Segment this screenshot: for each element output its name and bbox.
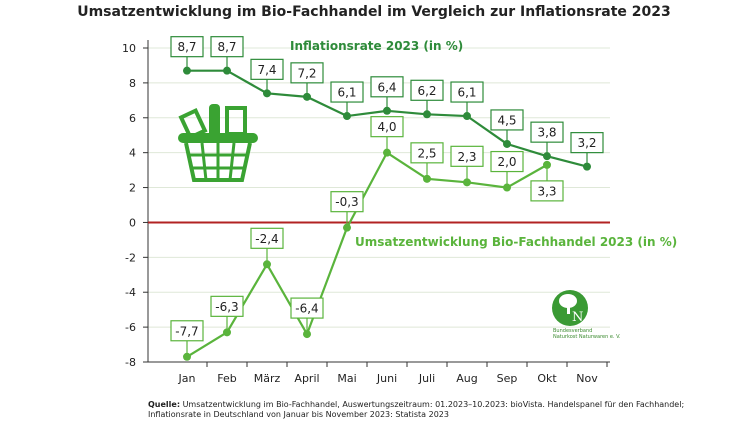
data-point — [463, 112, 471, 121]
data-label-box — [410, 142, 444, 164]
data-label-box — [250, 227, 284, 249]
data-label-box — [210, 36, 244, 58]
data-point — [503, 139, 511, 148]
data-label: 3,3 — [537, 184, 556, 198]
data-point — [423, 110, 431, 119]
data-label-box — [370, 76, 404, 98]
y-tick-label: 0 — [129, 216, 136, 229]
tree-n-logo-icon: N — [552, 290, 588, 326]
data-point — [183, 352, 191, 361]
data-label-box — [330, 81, 364, 103]
data-point — [383, 106, 391, 115]
y-tick-label: -4 — [125, 286, 136, 299]
chart-title: Umsatzentwicklung im Bio-Fachhandel im V… — [77, 4, 671, 20]
x-tick-label: Mai — [337, 372, 356, 385]
data-label: 6,1 — [457, 86, 476, 100]
data-label: 4,5 — [497, 113, 516, 127]
data-point — [303, 330, 311, 339]
data-point — [263, 89, 271, 98]
data-label: -0,3 — [335, 195, 358, 209]
y-tick-label: 8 — [129, 77, 136, 90]
x-tick-label: Feb — [217, 372, 236, 385]
data-label-box — [290, 62, 324, 84]
data-label-box — [530, 180, 564, 202]
data-point — [423, 174, 431, 183]
data-label: -2,4 — [255, 232, 278, 246]
x-tick-label: Aug — [456, 372, 477, 385]
data-label-box — [170, 36, 204, 58]
data-label: 6,4 — [377, 80, 396, 94]
x-tick-label: Okt — [537, 372, 557, 385]
data-point — [543, 160, 551, 169]
x-tick-label: Juni — [376, 372, 397, 385]
x-tick-label: Jan — [178, 372, 196, 385]
data-label: 7,4 — [257, 63, 276, 77]
data-label: 2,3 — [457, 150, 476, 164]
y-tick-label: 6 — [129, 112, 136, 125]
data-label: 2,5 — [417, 146, 436, 160]
data-point — [223, 328, 231, 337]
y-tick-label: -2 — [125, 251, 136, 264]
data-label: 8,7 — [217, 40, 236, 54]
data-label-box — [170, 320, 204, 342]
data-point — [263, 260, 271, 269]
data-point — [183, 66, 191, 75]
legend-inflation: Inflationsrate 2023 (in %) — [290, 39, 463, 53]
svg-text:N: N — [572, 310, 583, 325]
x-tick-label: Nov — [576, 372, 598, 385]
data-label-box — [210, 295, 244, 317]
data-point — [583, 162, 591, 171]
x-tick-label: Sep — [497, 372, 518, 385]
data-label: 8,7 — [177, 40, 196, 54]
data-label-box — [450, 145, 484, 167]
data-label-box — [370, 116, 404, 138]
data-label: -7,7 — [175, 324, 198, 338]
data-point — [543, 152, 551, 161]
data-point — [343, 223, 351, 232]
data-point — [303, 92, 311, 101]
legend-bio: Umsatzentwicklung Bio-Fachhandel 2023 (i… — [355, 235, 677, 249]
data-label-box — [530, 121, 564, 143]
x-tick-label: März — [254, 372, 281, 385]
data-label: 3,2 — [577, 136, 596, 150]
logo-text: Bundesverband Naturkost Naturwaren e. V. — [553, 328, 621, 340]
data-label: 4,0 — [377, 120, 396, 134]
data-point — [383, 148, 391, 157]
data-point — [503, 183, 511, 192]
data-label-box — [450, 81, 484, 103]
data-label: 6,2 — [417, 84, 436, 98]
data-label: 6,1 — [337, 86, 356, 100]
data-label-box — [490, 109, 524, 131]
data-label-box — [410, 79, 444, 101]
series-line-1 — [186, 151, 548, 358]
y-tick-label: 10 — [122, 42, 136, 55]
data-label-box — [570, 132, 604, 154]
data-label-box — [250, 58, 284, 80]
data-label-box — [490, 150, 524, 173]
y-tick-label: -6 — [125, 321, 136, 334]
y-tick-label: 2 — [129, 182, 136, 195]
data-point — [343, 112, 351, 121]
shopping-basket-icon — [178, 104, 258, 182]
data-label: 7,2 — [297, 66, 316, 80]
data-point — [223, 66, 231, 75]
data-label: 2,0 — [497, 155, 516, 169]
x-tick-label: Juli — [418, 372, 435, 385]
data-label: -6,4 — [295, 302, 318, 316]
y-tick-label: 4 — [129, 147, 136, 160]
source-label: Quelle: — [148, 400, 181, 409]
y-tick-label: -8 — [125, 356, 136, 369]
data-point — [463, 178, 471, 187]
data-label-box — [330, 191, 364, 213]
x-tick-label: April — [294, 372, 319, 385]
data-label: -6,3 — [215, 300, 238, 314]
data-label-box — [290, 297, 324, 319]
source-note: Quelle: Umsatzentwicklung im Bio-Fachhan… — [148, 400, 685, 419]
data-label: 3,8 — [537, 126, 556, 140]
